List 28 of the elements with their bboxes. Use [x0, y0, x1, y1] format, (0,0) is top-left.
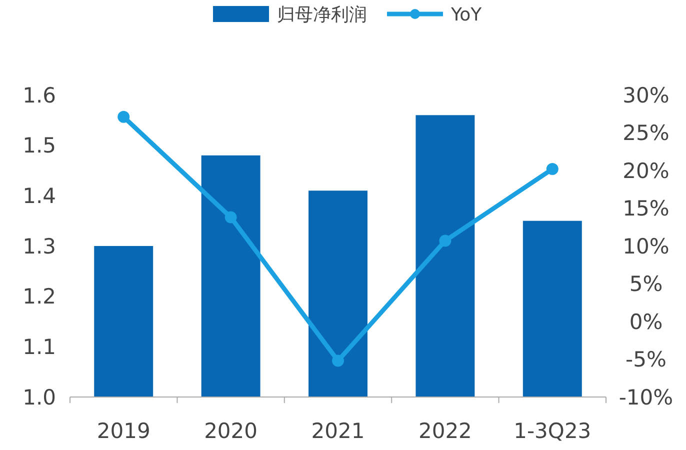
y-tick-label: 1.6 — [22, 83, 56, 108]
x-tick-label: 2020 — [204, 419, 258, 443]
point — [224, 211, 237, 224]
y2-tick-label: 15% — [622, 196, 670, 221]
y2-tick-label: 30% — [622, 83, 670, 108]
y2-tick-label: -5% — [626, 348, 666, 372]
point — [439, 234, 452, 247]
y2-tick-label: 25% — [622, 121, 670, 146]
y-tick-label: 1.0 — [22, 385, 56, 410]
y-tick-label: 1.4 — [22, 184, 56, 208]
y2-tick-label: 5% — [629, 272, 663, 296]
x-tick-label: 2019 — [96, 419, 150, 443]
point — [546, 162, 558, 175]
y2-tick-label: 0% — [629, 310, 663, 334]
y-tick-label: 1.1 — [22, 335, 56, 360]
x-tick-label: 2022 — [418, 419, 472, 443]
legend-label: 归母净利润 — [277, 4, 367, 26]
y2-tick-label: -10% — [618, 385, 674, 410]
y2-tick-label: 20% — [622, 158, 670, 183]
y-tick-label: 1.5 — [22, 134, 56, 158]
y-tick-label: 1.3 — [22, 234, 56, 258]
x-tick-label: 1-3Q23 — [514, 419, 592, 443]
x-tick-label: 2021 — [311, 419, 365, 443]
legend-label: YoY — [450, 4, 483, 26]
point — [118, 110, 130, 123]
y-tick-label: 1.2 — [22, 284, 56, 309]
point — [332, 354, 344, 367]
y2-tick-label: 10% — [622, 234, 670, 258]
